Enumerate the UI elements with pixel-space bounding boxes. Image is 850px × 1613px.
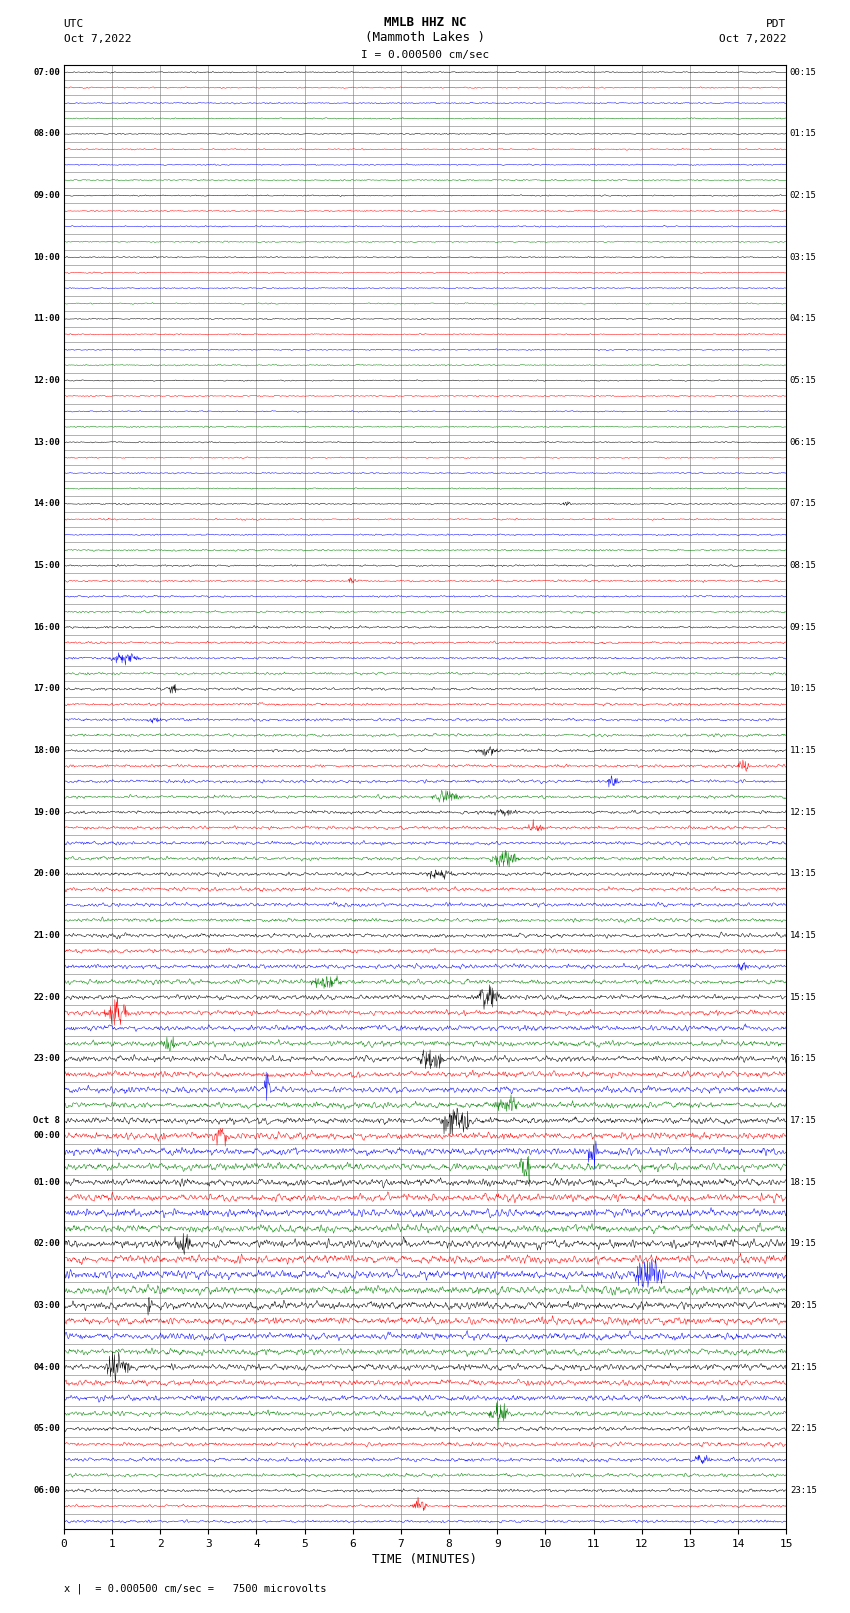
Text: 02:15: 02:15 bbox=[790, 190, 817, 200]
Text: 23:15: 23:15 bbox=[790, 1486, 817, 1495]
X-axis label: TIME (MINUTES): TIME (MINUTES) bbox=[372, 1553, 478, 1566]
Text: 21:15: 21:15 bbox=[790, 1363, 817, 1371]
Text: 01:00: 01:00 bbox=[33, 1177, 60, 1187]
Text: 09:15: 09:15 bbox=[790, 623, 817, 632]
Text: 19:00: 19:00 bbox=[33, 808, 60, 816]
Text: 12:00: 12:00 bbox=[33, 376, 60, 386]
Text: (Mammoth Lakes ): (Mammoth Lakes ) bbox=[365, 31, 485, 44]
Text: 20:15: 20:15 bbox=[790, 1302, 817, 1310]
Text: 04:15: 04:15 bbox=[790, 315, 817, 323]
Text: 06:00: 06:00 bbox=[33, 1486, 60, 1495]
Text: Oct 7,2022: Oct 7,2022 bbox=[64, 34, 131, 44]
Text: 09:00: 09:00 bbox=[33, 190, 60, 200]
Text: 04:00: 04:00 bbox=[33, 1363, 60, 1371]
Text: 10:00: 10:00 bbox=[33, 253, 60, 261]
Text: UTC: UTC bbox=[64, 19, 84, 29]
Text: x |  = 0.000500 cm/sec =   7500 microvolts: x | = 0.000500 cm/sec = 7500 microvolts bbox=[64, 1582, 326, 1594]
Text: MMLB HHZ NC: MMLB HHZ NC bbox=[383, 16, 467, 29]
Text: 11:15: 11:15 bbox=[790, 747, 817, 755]
Text: 18:00: 18:00 bbox=[33, 747, 60, 755]
Text: 05:15: 05:15 bbox=[790, 376, 817, 386]
Text: 06:15: 06:15 bbox=[790, 437, 817, 447]
Text: 14:15: 14:15 bbox=[790, 931, 817, 940]
Text: 02:00: 02:00 bbox=[33, 1239, 60, 1248]
Text: 16:15: 16:15 bbox=[790, 1055, 817, 1063]
Text: Oct 7,2022: Oct 7,2022 bbox=[719, 34, 786, 44]
Text: 07:00: 07:00 bbox=[33, 68, 60, 77]
Text: 07:15: 07:15 bbox=[790, 500, 817, 508]
Text: 23:00: 23:00 bbox=[33, 1055, 60, 1063]
Text: 17:00: 17:00 bbox=[33, 684, 60, 694]
Text: 00:00: 00:00 bbox=[33, 1131, 60, 1140]
Text: 10:15: 10:15 bbox=[790, 684, 817, 694]
Text: 16:00: 16:00 bbox=[33, 623, 60, 632]
Text: 15:00: 15:00 bbox=[33, 561, 60, 569]
Text: 17:15: 17:15 bbox=[790, 1116, 817, 1126]
Text: 20:00: 20:00 bbox=[33, 869, 60, 879]
Text: 18:15: 18:15 bbox=[790, 1177, 817, 1187]
Text: 19:15: 19:15 bbox=[790, 1239, 817, 1248]
Text: 22:00: 22:00 bbox=[33, 992, 60, 1002]
Text: 14:00: 14:00 bbox=[33, 500, 60, 508]
Text: 13:15: 13:15 bbox=[790, 869, 817, 879]
Text: I = 0.000500 cm/sec: I = 0.000500 cm/sec bbox=[361, 50, 489, 60]
Text: PDT: PDT bbox=[766, 19, 786, 29]
Text: 13:00: 13:00 bbox=[33, 437, 60, 447]
Text: 11:00: 11:00 bbox=[33, 315, 60, 323]
Text: 22:15: 22:15 bbox=[790, 1424, 817, 1434]
Text: 03:15: 03:15 bbox=[790, 253, 817, 261]
Text: 03:00: 03:00 bbox=[33, 1302, 60, 1310]
Text: 21:00: 21:00 bbox=[33, 931, 60, 940]
Text: 01:15: 01:15 bbox=[790, 129, 817, 139]
Text: 00:15: 00:15 bbox=[790, 68, 817, 77]
Text: Oct 8: Oct 8 bbox=[33, 1116, 60, 1126]
Text: 08:15: 08:15 bbox=[790, 561, 817, 569]
Text: 12:15: 12:15 bbox=[790, 808, 817, 816]
Text: 15:15: 15:15 bbox=[790, 992, 817, 1002]
Text: 08:00: 08:00 bbox=[33, 129, 60, 139]
Text: 05:00: 05:00 bbox=[33, 1424, 60, 1434]
